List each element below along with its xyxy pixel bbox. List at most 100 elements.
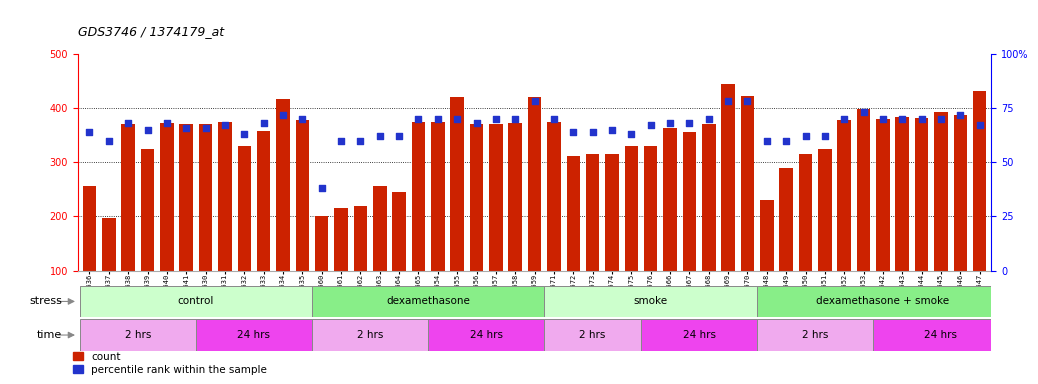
Bar bbox=[663, 128, 677, 271]
Point bbox=[333, 137, 350, 144]
Point bbox=[623, 131, 639, 137]
Bar bbox=[489, 124, 502, 271]
Point bbox=[739, 98, 756, 104]
Point bbox=[372, 133, 388, 139]
Bar bbox=[644, 146, 657, 271]
Bar bbox=[683, 132, 696, 271]
Point bbox=[836, 116, 852, 122]
Bar bbox=[312, 286, 544, 317]
Text: 2 hrs: 2 hrs bbox=[802, 330, 828, 340]
Point bbox=[913, 116, 930, 122]
Point bbox=[701, 116, 717, 122]
Point bbox=[507, 116, 523, 122]
Bar bbox=[625, 146, 638, 271]
Bar bbox=[354, 206, 367, 271]
Bar bbox=[527, 97, 542, 271]
Point bbox=[468, 120, 485, 126]
Point bbox=[565, 129, 581, 135]
Point bbox=[119, 120, 136, 126]
Bar bbox=[876, 119, 890, 271]
Bar bbox=[218, 122, 231, 271]
Point bbox=[546, 116, 563, 122]
Bar bbox=[199, 124, 213, 271]
Point bbox=[101, 137, 117, 144]
Bar bbox=[567, 156, 580, 271]
Bar bbox=[509, 123, 522, 271]
Text: control: control bbox=[177, 296, 214, 306]
Bar bbox=[914, 118, 928, 271]
Point bbox=[797, 133, 814, 139]
Bar bbox=[954, 114, 967, 271]
Point bbox=[313, 185, 330, 191]
Point bbox=[933, 116, 950, 122]
Point bbox=[972, 122, 988, 128]
Point bbox=[875, 116, 892, 122]
Text: dexamethasone + smoke: dexamethasone + smoke bbox=[816, 296, 950, 306]
Text: GDS3746 / 1374179_at: GDS3746 / 1374179_at bbox=[78, 25, 224, 38]
Bar bbox=[83, 186, 97, 271]
Text: smoke: smoke bbox=[633, 296, 667, 306]
Point bbox=[410, 116, 427, 122]
Text: 24 hrs: 24 hrs bbox=[683, 330, 715, 340]
Bar bbox=[780, 168, 793, 271]
Point bbox=[952, 111, 968, 118]
Bar bbox=[296, 120, 309, 271]
Text: time: time bbox=[37, 330, 62, 340]
Bar bbox=[121, 124, 135, 271]
Point bbox=[448, 116, 465, 122]
Point bbox=[719, 98, 736, 104]
Bar bbox=[431, 122, 444, 271]
Point bbox=[390, 133, 407, 139]
Point bbox=[236, 131, 252, 137]
Point bbox=[817, 133, 834, 139]
Point bbox=[294, 116, 310, 122]
Bar bbox=[334, 209, 348, 271]
Bar bbox=[80, 286, 312, 317]
Point bbox=[352, 137, 368, 144]
Text: 2 hrs: 2 hrs bbox=[357, 330, 383, 340]
Bar bbox=[312, 319, 428, 351]
Bar bbox=[544, 286, 757, 317]
Bar bbox=[392, 192, 406, 271]
Bar bbox=[760, 200, 773, 271]
Bar bbox=[856, 109, 870, 271]
Bar bbox=[934, 112, 948, 271]
Point bbox=[255, 120, 272, 126]
Point bbox=[681, 120, 698, 126]
Point bbox=[662, 120, 679, 126]
Bar bbox=[757, 286, 1009, 317]
Bar bbox=[276, 99, 290, 271]
Text: stress: stress bbox=[29, 296, 62, 306]
Point bbox=[894, 116, 910, 122]
Bar bbox=[757, 319, 873, 351]
Bar bbox=[544, 319, 641, 351]
Legend: count, percentile rank within the sample: count, percentile rank within the sample bbox=[73, 352, 268, 375]
Bar bbox=[973, 91, 986, 271]
Bar bbox=[196, 319, 312, 351]
Point bbox=[584, 129, 601, 135]
Bar bbox=[873, 319, 1009, 351]
Bar bbox=[315, 217, 328, 271]
Bar bbox=[412, 122, 426, 271]
Bar bbox=[741, 96, 755, 271]
Bar bbox=[450, 97, 464, 271]
Text: 2 hrs: 2 hrs bbox=[579, 330, 606, 340]
Point bbox=[643, 122, 659, 128]
Text: 2 hrs: 2 hrs bbox=[125, 330, 152, 340]
Bar bbox=[180, 124, 193, 271]
Bar bbox=[373, 185, 386, 271]
Text: 24 hrs: 24 hrs bbox=[469, 330, 502, 340]
Bar bbox=[896, 117, 909, 271]
Point bbox=[217, 122, 234, 128]
Text: dexamethasone: dexamethasone bbox=[386, 296, 470, 306]
Point bbox=[855, 109, 872, 116]
Bar bbox=[798, 154, 813, 271]
Bar bbox=[547, 122, 561, 271]
Point bbox=[139, 127, 156, 133]
Bar bbox=[80, 319, 196, 351]
Bar bbox=[428, 319, 544, 351]
Bar bbox=[838, 120, 851, 271]
Point bbox=[777, 137, 794, 144]
Bar bbox=[702, 124, 715, 271]
Bar bbox=[641, 319, 757, 351]
